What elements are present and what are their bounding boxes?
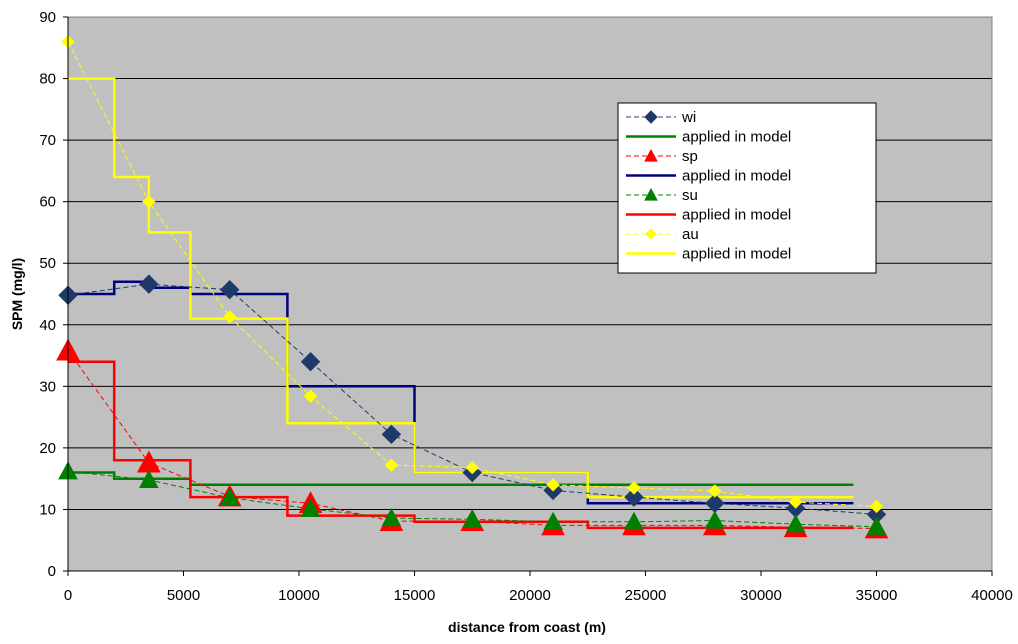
y-tick-label: 20	[39, 440, 56, 457]
data-point-wi	[300, 352, 321, 372]
data-point-wi	[381, 424, 402, 445]
y-tick-label: 40	[39, 317, 56, 334]
legend-marker	[645, 228, 657, 240]
data-point-su	[300, 498, 321, 517]
data-point-au	[142, 194, 156, 209]
x-tick-label: 30000	[740, 587, 782, 604]
y-tick-label: 90	[39, 9, 56, 26]
series-line-sp	[67, 350, 877, 529]
series-line-wi	[67, 283, 877, 515]
data-point-su	[866, 516, 887, 535]
x-tick-label: 10000	[278, 587, 320, 604]
y-tick-label: 50	[39, 255, 56, 272]
data-point-au	[788, 495, 803, 509]
data-point-su	[381, 508, 402, 527]
y-tick-label: 60	[39, 194, 56, 211]
legend-label: sp	[682, 148, 698, 165]
data-point-au	[465, 460, 479, 475]
data-point-au	[384, 458, 399, 472]
x-tick-label: 15000	[394, 587, 436, 604]
legend-label: applied in model	[682, 168, 791, 185]
x-tick-label: 35000	[856, 587, 898, 604]
legend-label: applied in model	[682, 246, 791, 263]
x-tick-label: 20000	[509, 587, 551, 604]
data-point-su	[543, 511, 563, 530]
series-line-step-7	[68, 77, 854, 499]
x-axis-title: distance from coast (m)	[448, 619, 606, 635]
data-point-au	[303, 389, 318, 403]
legend-marker	[644, 148, 658, 162]
data-point-au	[869, 499, 884, 514]
data-point-su	[624, 511, 644, 530]
data-point-au	[627, 481, 641, 495]
data-point-su	[704, 510, 725, 529]
y-tick-label: 70	[39, 132, 56, 149]
series-line-step-5	[68, 360, 854, 530]
x-tick-label: 25000	[625, 587, 667, 604]
legend-label: applied in model	[682, 129, 791, 146]
y-tick-label: 30	[39, 378, 56, 395]
legend-box	[617, 102, 877, 274]
legend-label: au	[682, 226, 699, 243]
y-axis-title: SPM (mg/l)	[9, 258, 25, 330]
data-point-su	[139, 469, 159, 489]
x-tick-label: 40000	[971, 587, 1013, 604]
data-point-au	[546, 478, 560, 492]
data-point-wi	[219, 279, 240, 300]
legend-marker	[644, 187, 658, 201]
series-line-su	[67, 470, 877, 528]
y-tick-label: 80	[39, 71, 56, 88]
x-tick-label: 5000	[167, 587, 200, 604]
y-tick-label: 0	[48, 563, 56, 580]
legend-label: applied in model	[682, 207, 791, 224]
data-point-wi	[624, 487, 644, 507]
legend-label: su	[682, 187, 698, 204]
legend-label: wi	[681, 109, 696, 126]
x-tick-label: 0	[64, 587, 72, 604]
data-point-su	[462, 509, 483, 528]
data-point-su	[785, 514, 806, 533]
data-point-au	[222, 310, 237, 324]
data-point-wi	[139, 274, 159, 294]
data-point-su	[219, 487, 240, 506]
data-point-au	[708, 484, 722, 498]
y-tick-label: 10	[39, 501, 56, 518]
legend-marker	[644, 110, 658, 124]
